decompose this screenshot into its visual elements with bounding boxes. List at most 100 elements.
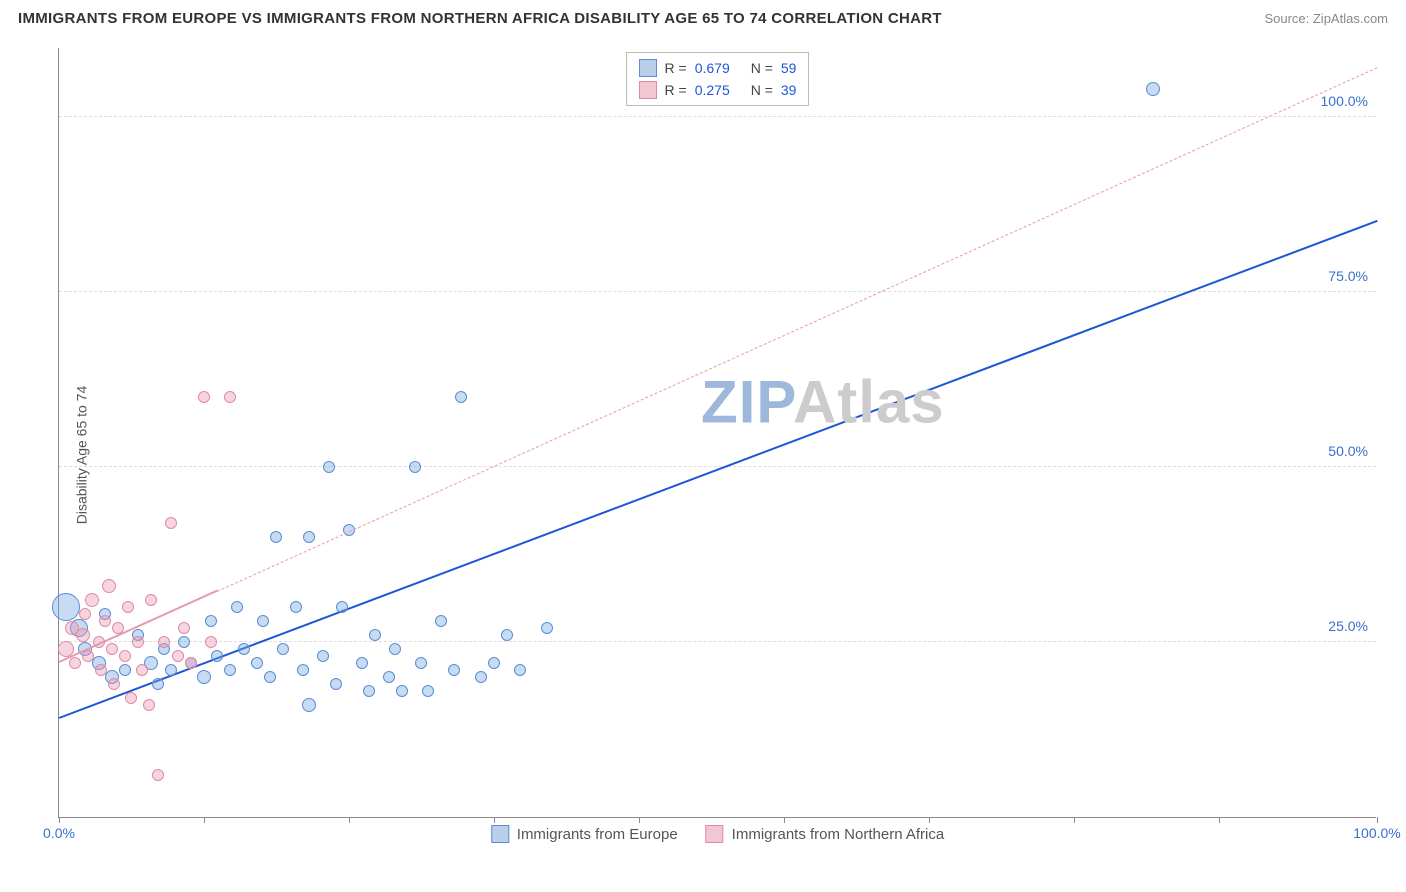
data-point bbox=[125, 692, 137, 704]
data-point bbox=[185, 657, 197, 669]
data-point bbox=[541, 622, 553, 634]
data-point bbox=[514, 664, 526, 676]
n-value-africa: 39 bbox=[781, 82, 797, 98]
data-point bbox=[323, 461, 335, 473]
watermark: ZIPAtlas bbox=[701, 367, 945, 436]
data-point bbox=[52, 593, 80, 621]
data-point bbox=[119, 650, 131, 662]
series-name-europe: Immigrants from Europe bbox=[517, 826, 678, 843]
data-point bbox=[205, 615, 217, 627]
n-label: N = bbox=[751, 60, 773, 76]
data-point bbox=[422, 685, 434, 697]
data-point bbox=[143, 699, 155, 711]
data-point bbox=[178, 622, 190, 634]
y-tick-label: 75.0% bbox=[1328, 268, 1368, 284]
data-point bbox=[211, 650, 223, 662]
swatch-africa-bottom bbox=[706, 825, 724, 843]
x-tick bbox=[1219, 817, 1220, 823]
x-tick bbox=[494, 817, 495, 823]
swatch-europe bbox=[639, 59, 657, 77]
stats-row-africa: R = 0.275 N = 39 bbox=[639, 79, 797, 101]
data-point bbox=[488, 657, 500, 669]
data-point bbox=[79, 608, 91, 620]
x-tick bbox=[929, 817, 930, 823]
x-tick bbox=[639, 817, 640, 823]
data-point bbox=[415, 657, 427, 669]
data-point bbox=[330, 678, 342, 690]
data-point bbox=[85, 593, 99, 607]
x-tick bbox=[59, 817, 60, 823]
data-point bbox=[356, 657, 368, 669]
data-point bbox=[112, 622, 124, 634]
x-tick-label: 0.0% bbox=[43, 825, 75, 841]
data-point bbox=[369, 629, 381, 641]
gridline bbox=[59, 116, 1376, 117]
data-point bbox=[302, 698, 316, 712]
data-point bbox=[231, 601, 243, 613]
x-tick bbox=[1377, 817, 1378, 823]
data-point bbox=[205, 636, 217, 648]
data-point bbox=[290, 601, 302, 613]
gridline bbox=[59, 291, 1376, 292]
data-point bbox=[165, 517, 177, 529]
data-point bbox=[277, 643, 289, 655]
x-tick bbox=[784, 817, 785, 823]
gridline bbox=[59, 466, 1376, 467]
data-point bbox=[317, 650, 329, 662]
data-point bbox=[435, 615, 447, 627]
data-point bbox=[106, 643, 118, 655]
data-point bbox=[99, 615, 111, 627]
swatch-africa bbox=[639, 81, 657, 99]
data-point bbox=[152, 678, 164, 690]
data-point bbox=[93, 636, 105, 648]
data-point bbox=[158, 636, 170, 648]
stats-legend: R = 0.679 N = 59 R = 0.275 N = 39 bbox=[626, 52, 810, 106]
data-point bbox=[264, 671, 276, 683]
r-value-europe: 0.679 bbox=[695, 60, 743, 76]
data-point bbox=[119, 664, 131, 676]
series-name-africa: Immigrants from Northern Africa bbox=[732, 826, 945, 843]
data-point bbox=[396, 685, 408, 697]
watermark-zip: ZIP bbox=[701, 368, 793, 435]
y-tick-label: 50.0% bbox=[1328, 443, 1368, 459]
data-point bbox=[448, 664, 460, 676]
data-point bbox=[363, 685, 375, 697]
data-point bbox=[108, 678, 120, 690]
data-point bbox=[95, 664, 107, 676]
x-tick bbox=[204, 817, 205, 823]
legend-item-europe: Immigrants from Europe bbox=[491, 825, 678, 843]
data-point bbox=[224, 664, 236, 676]
data-point bbox=[82, 650, 94, 662]
data-point bbox=[152, 769, 164, 781]
r-value-africa: 0.275 bbox=[695, 82, 743, 98]
data-point bbox=[389, 643, 401, 655]
n-label: N = bbox=[751, 82, 773, 98]
x-tick bbox=[349, 817, 350, 823]
data-point bbox=[1146, 82, 1160, 96]
data-point bbox=[198, 391, 210, 403]
data-point bbox=[383, 671, 395, 683]
y-tick-label: 100.0% bbox=[1321, 93, 1368, 109]
data-point bbox=[172, 650, 184, 662]
plot-area: ZIPAtlas R = 0.679 N = 59 R = 0.275 N = … bbox=[58, 48, 1376, 818]
x-tick bbox=[1074, 817, 1075, 823]
data-point bbox=[455, 391, 467, 403]
data-point bbox=[197, 670, 211, 684]
trend-line-dashed bbox=[217, 67, 1377, 592]
data-point bbox=[145, 594, 157, 606]
data-point bbox=[76, 628, 90, 642]
data-point bbox=[257, 615, 269, 627]
series-legend: Immigrants from Europe Immigrants from N… bbox=[491, 825, 944, 843]
data-point bbox=[58, 641, 74, 657]
chart-container: Disability Age 65 to 74 ZIPAtlas R = 0.6… bbox=[18, 40, 1388, 870]
data-point bbox=[501, 629, 513, 641]
data-point bbox=[122, 601, 134, 613]
data-point bbox=[102, 579, 116, 593]
data-point bbox=[238, 643, 250, 655]
data-point bbox=[224, 391, 236, 403]
swatch-europe-bottom bbox=[491, 825, 509, 843]
data-point bbox=[475, 671, 487, 683]
data-point bbox=[178, 636, 190, 648]
r-label: R = bbox=[665, 82, 687, 98]
data-point bbox=[136, 664, 148, 676]
